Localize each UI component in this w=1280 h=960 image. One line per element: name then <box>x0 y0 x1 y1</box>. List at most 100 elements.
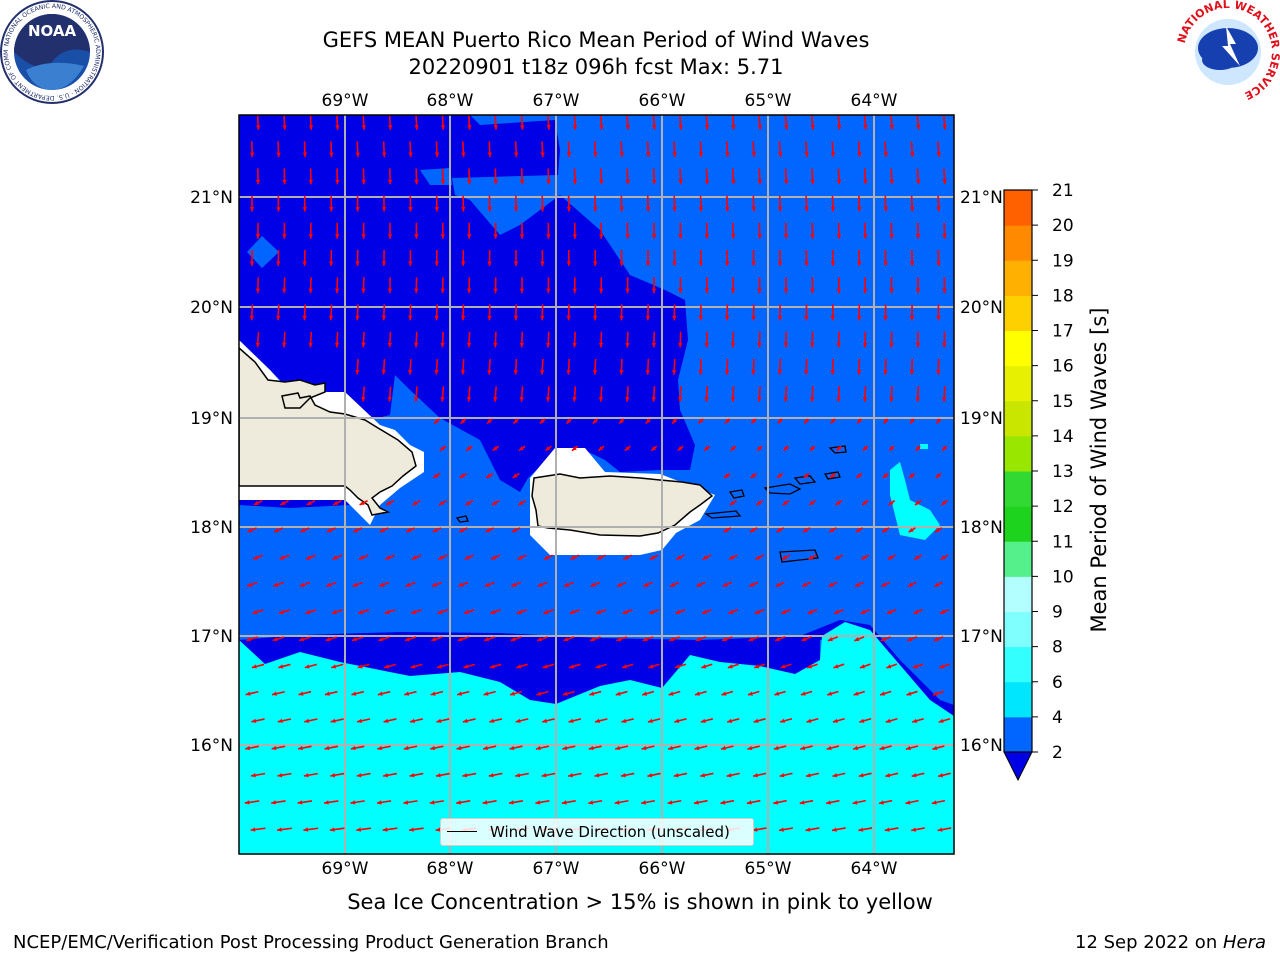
wind-wave-arrowhead <box>255 288 261 294</box>
wind-wave-arrowhead <box>519 288 525 294</box>
wind-wave-arrowhead <box>437 609 443 614</box>
wind-wave-arrowhead <box>404 691 410 696</box>
wind-wave-arrowhead <box>330 718 336 723</box>
wind-wave-arrowhead <box>350 800 356 805</box>
colorbar-segment <box>1004 576 1032 612</box>
footer-date: 12 Sep 2022 on Hera <box>1075 932 1266 953</box>
wind-wave-arrowhead <box>696 582 702 587</box>
wind-wave-arrowhead <box>751 418 757 424</box>
wind-wave-arrowhead <box>855 527 861 533</box>
wind-wave-arrowhead <box>827 691 833 696</box>
wind-wave-arrowhead <box>810 288 815 294</box>
wind-wave-arrowhead <box>729 500 735 505</box>
wind-wave-arrowhead <box>936 418 942 424</box>
wind-wave-arrowhead <box>408 261 413 266</box>
wind-wave-arrowhead <box>466 288 472 294</box>
wind-wave-arrowhead <box>457 691 463 696</box>
wind-wave-arrowhead <box>885 773 891 778</box>
wind-wave-arrowhead <box>414 288 419 294</box>
wind-wave-arrowhead <box>387 396 392 402</box>
wind-wave-arrowhead <box>830 315 835 321</box>
wind-wave-arrowhead <box>748 637 754 642</box>
wind-wave-arrowhead <box>856 315 862 321</box>
wind-wave-arrowhead <box>619 261 624 266</box>
wind-wave-arrowhead <box>704 288 709 294</box>
wind-wave-arrowhead <box>781 609 787 614</box>
wind-wave-arrowhead <box>487 152 492 158</box>
wind-wave-arrowhead <box>276 207 281 212</box>
wind-wave-arrowhead <box>783 288 789 294</box>
wind-wave-arrowhead <box>859 664 865 669</box>
footer-host: Hera <box>1222 932 1266 953</box>
wind-wave-arrowhead <box>836 397 841 402</box>
wind-wave-arrowhead <box>678 342 683 348</box>
colorbar-label: Mean Period of Wind Waves [s] <box>1087 308 1111 633</box>
wind-wave-arrowhead <box>411 609 417 615</box>
wind-wave-arrowhead <box>519 179 525 185</box>
wind-wave-arrowhead <box>566 207 572 212</box>
wind-wave-arrowhead <box>731 125 736 130</box>
wind-wave-arrowhead <box>409 773 415 778</box>
wind-wave-arrowhead <box>651 342 657 348</box>
wind-wave-arrowhead <box>434 261 439 266</box>
wind-wave-arrowhead <box>914 555 920 560</box>
wind-wave-arrowhead <box>724 473 730 478</box>
wind-wave-arrowhead <box>757 342 762 348</box>
wind-wave-arrowhead <box>250 827 256 832</box>
wind-wave-arrowhead <box>404 637 410 642</box>
wind-wave-arrowhead <box>282 342 287 348</box>
wind-wave-arrowhead <box>885 718 891 723</box>
wind-wave-arrowhead <box>297 800 303 805</box>
wind-wave-arrowhead <box>386 500 392 505</box>
wind-wave-arrowhead <box>599 234 604 239</box>
wind-wave-arrowhead <box>456 745 462 751</box>
wind-wave-arrowhead <box>725 152 730 157</box>
wind-wave-arrowhead <box>863 124 868 130</box>
legend-line-swatch <box>447 831 477 832</box>
wind-wave-arrowhead <box>456 800 461 805</box>
wind-wave-arrowhead <box>350 745 356 751</box>
wind-wave-arrowhead <box>720 745 726 751</box>
wind-wave-arrowhead <box>754 609 760 614</box>
colorbar-tick-label: 12 <box>1052 497 1074 517</box>
wind-wave-arrowhead <box>747 691 753 696</box>
wind-wave-arrowhead <box>566 370 571 375</box>
wind-wave-arrowhead <box>540 261 545 266</box>
wind-wave-arrowhead <box>329 207 334 212</box>
wind-wave-arrowhead <box>271 745 277 751</box>
wind-wave-arrowhead <box>493 397 498 402</box>
wind-wave-arrowhead <box>775 582 781 587</box>
wind-wave-arrowhead <box>282 125 287 130</box>
wind-wave-arrowhead <box>809 500 815 505</box>
wind-wave-arrowhead <box>913 609 919 614</box>
wind-wave-arrowhead <box>777 370 783 375</box>
wind-wave-arrowhead <box>487 369 492 375</box>
wind-wave-arrowhead <box>561 800 567 805</box>
wind-wave-arrowhead <box>351 691 357 696</box>
wind-wave-arrowhead <box>883 261 888 266</box>
wind-wave-arrowhead <box>756 500 762 505</box>
wind-wave-arrowhead <box>335 125 340 130</box>
wind-wave-arrowhead <box>299 582 305 587</box>
wind-wave-arrowhead <box>782 500 788 505</box>
wind-wave-arrowhead <box>783 342 789 348</box>
wind-wave-arrowhead <box>489 718 495 723</box>
wind-wave-arrowhead <box>906 691 912 696</box>
lon-label: 69°W <box>322 859 369 879</box>
wind-wave-arrowhead <box>562 745 568 751</box>
wind-wave-arrowhead <box>383 773 388 778</box>
wind-wave-arrowhead <box>598 342 604 348</box>
wind-wave-arrowhead <box>625 397 630 402</box>
wind-wave-arrowhead <box>880 691 886 696</box>
wind-wave-arrowhead <box>540 207 545 212</box>
wind-wave-arrowhead <box>572 342 577 348</box>
colorbar-tick-label: 11 <box>1052 532 1074 552</box>
colorbar-tick-label: 16 <box>1052 357 1074 377</box>
wind-wave-arrowhead <box>747 745 753 751</box>
wind-wave-arrowhead <box>246 582 252 587</box>
wind-wave-arrowhead <box>273 582 279 587</box>
wind-wave-arrowhead <box>467 125 472 130</box>
wind-wave-arrowhead <box>678 397 683 402</box>
colorbar-tick-label: 13 <box>1052 462 1074 482</box>
wind-wave-arrowhead <box>303 827 309 832</box>
